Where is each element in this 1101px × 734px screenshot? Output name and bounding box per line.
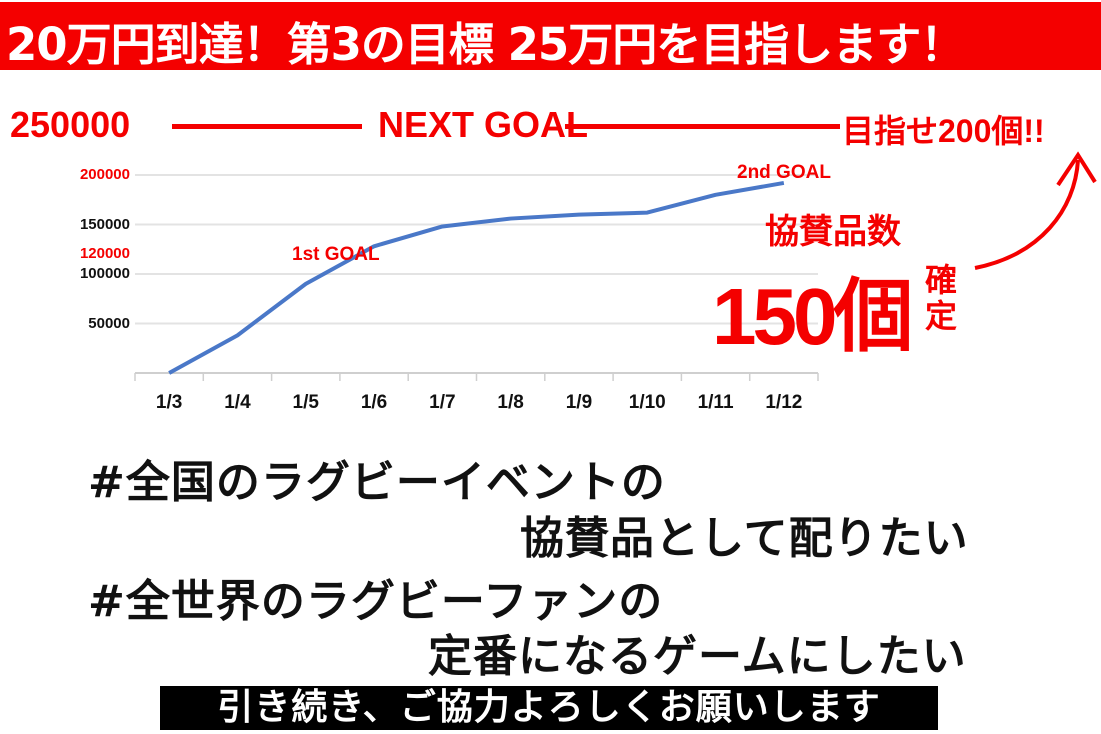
y-tick-label: 200000 <box>79 166 130 183</box>
y-tick-label: 150000 <box>79 215 130 233</box>
x-tick-label: 1/4 <box>224 392 251 413</box>
message-line-3: #全世界のラグビーファンの <box>88 576 664 627</box>
x-tick-label: 1/10 <box>628 392 666 413</box>
next-goal-label: NEXT GOAL <box>378 104 589 145</box>
message-line-1: #全国のラグビーイベントの <box>88 457 666 508</box>
x-tick-label: 1/12 <box>765 392 803 413</box>
first-goal-annotation: 1st GOAL <box>292 244 380 265</box>
y-tick-label: 100000 <box>79 265 130 282</box>
next-goal-target: 目指せ200個!! <box>842 113 1045 149</box>
next-goal-value: 250000 <box>10 104 131 145</box>
series-line <box>168 180 785 375</box>
goal-line-left <box>172 124 362 129</box>
x-tick-label: 1/8 <box>497 392 524 413</box>
arrow-head-icon <box>1056 151 1097 187</box>
y-tick-label: 120000 <box>79 245 130 263</box>
x-tick-label: 1/9 <box>565 392 593 413</box>
message-line-4: 定番になるゲームにしたい <box>428 631 967 682</box>
x-tick-label: 1/3 <box>155 392 183 413</box>
x-tick-label: 1/6 <box>360 392 388 413</box>
sponsor-label: 協賛品数 <box>765 212 901 252</box>
closing-message: 引き続き、ご協力よろしくお願いします <box>160 686 938 730</box>
header-banner: 20万円到達！第3の目標 25万円を目指します！ <box>0 2 1101 71</box>
sponsor-count: 150個 <box>712 272 913 361</box>
banner-title: 20万円到達！第3の目標 25万円を目指します！ <box>6 18 965 71</box>
x-tick-label: 1/5 <box>292 392 319 413</box>
goal-line-right <box>565 124 840 129</box>
curved-arrow-icon <box>974 159 1080 270</box>
message-line-2: 協賛品として配りたい <box>520 513 969 564</box>
y-tick-label: 50000 <box>88 314 130 332</box>
sponsor-confirmed: 確定 <box>925 261 958 335</box>
x-tick-label: 1/11 <box>697 392 734 413</box>
x-tick-label: 1/7 <box>429 392 456 413</box>
second-goal-annotation: 2nd GOAL <box>737 162 831 183</box>
